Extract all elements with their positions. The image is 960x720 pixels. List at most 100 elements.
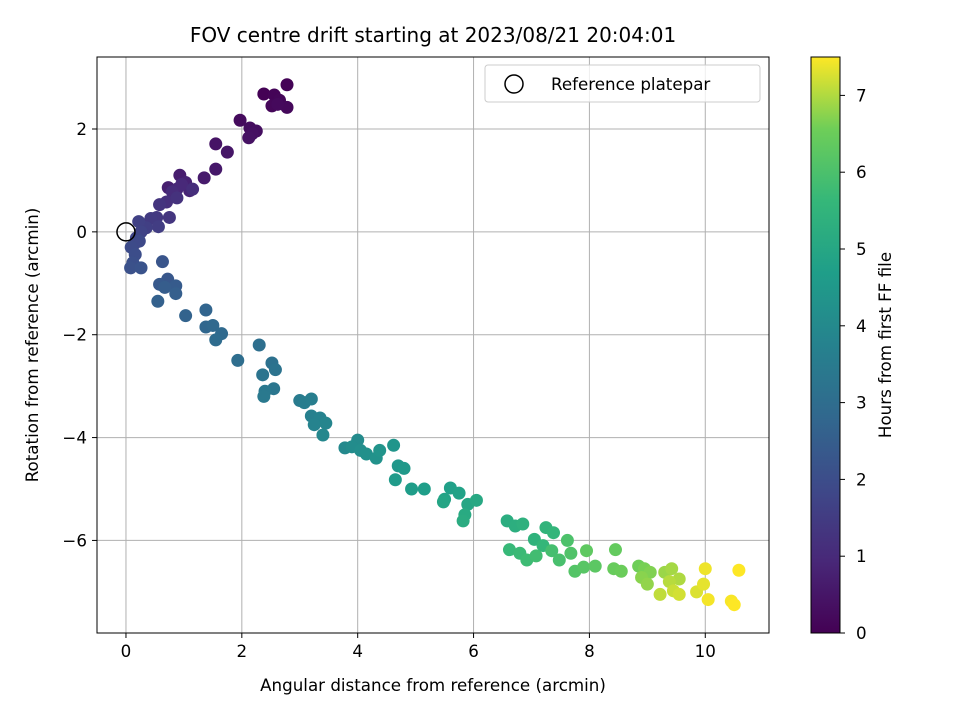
data-point: [271, 97, 285, 111]
data-point: [220, 145, 234, 159]
colorbar: [810, 56, 841, 634]
x-tick-label: 10: [695, 641, 716, 661]
colorbar-tick-label: 6: [856, 162, 867, 182]
y-tick-label: 2: [76, 119, 87, 139]
y-tick-label: −2: [62, 325, 87, 345]
data-point: [516, 517, 530, 531]
y-tick-label: 0: [76, 222, 87, 242]
data-point: [397, 461, 411, 475]
data-point: [405, 482, 419, 496]
data-point: [209, 333, 223, 347]
data-point: [697, 577, 711, 591]
colorbar-tick-label: 0: [856, 623, 867, 643]
data-point: [206, 318, 220, 332]
data-point: [672, 587, 686, 601]
data-point: [169, 287, 183, 301]
x-tick-label: 0: [121, 641, 132, 661]
reference-platepar-marker: [116, 222, 136, 242]
data-point: [387, 438, 401, 452]
data-point: [653, 587, 667, 601]
x-axis-label: Angular distance from reference (arcmin): [260, 675, 606, 695]
data-point: [209, 162, 223, 176]
x-tick-label: 4: [352, 641, 363, 661]
plot-frame: [96, 56, 770, 634]
data-point: [124, 261, 138, 275]
data-point: [672, 572, 686, 586]
data-point: [242, 131, 256, 145]
colorbar-label: Hours from first FF file: [875, 252, 895, 438]
data-point: [577, 560, 591, 574]
data-point: [268, 363, 282, 377]
x-tick-label: 2: [237, 641, 248, 661]
data-point: [197, 171, 211, 185]
x-tick-label: 6: [468, 641, 479, 661]
data-point: [231, 353, 245, 367]
data-point: [545, 544, 559, 558]
data-point: [132, 215, 146, 229]
y-axis-ticks: −6 −4 −2 0 2: [62, 119, 97, 550]
data-point: [319, 416, 333, 430]
data-point: [257, 389, 271, 403]
data-point: [698, 562, 712, 576]
colorbar-ticks: 0 1 2 3 4 5 6 7: [840, 85, 867, 643]
colorbar-tick-label: 1: [856, 546, 867, 566]
data-point: [727, 598, 741, 612]
colorbar-tick-label: 4: [856, 316, 867, 336]
data-point: [316, 428, 330, 442]
data-point: [359, 447, 373, 461]
data-point: [307, 418, 321, 432]
data-point: [588, 559, 602, 573]
chart-title: FOV centre drift starting at 2023/08/21 …: [190, 23, 676, 47]
data-point: [304, 392, 318, 406]
legend: Reference platepar: [484, 64, 761, 103]
legend-box: [484, 64, 761, 103]
data-point: [452, 486, 466, 500]
data-point: [732, 563, 746, 577]
data-point: [665, 562, 679, 576]
data-points: [124, 78, 746, 612]
data-point: [170, 191, 184, 205]
data-point: [155, 255, 169, 269]
data-point: [199, 303, 213, 317]
data-point: [186, 182, 200, 196]
data-point: [564, 546, 578, 560]
data-point: [502, 543, 516, 557]
data-point: [209, 137, 223, 151]
y-tick-label: −4: [62, 428, 87, 448]
data-point: [373, 443, 387, 457]
data-point: [134, 261, 148, 275]
grid: [97, 57, 769, 633]
data-point: [252, 338, 266, 352]
data-point: [151, 294, 165, 308]
data-point: [233, 113, 247, 127]
data-point: [529, 549, 543, 563]
data-point: [640, 577, 654, 591]
data-point: [388, 473, 402, 487]
x-axis-ticks: 0 2 4 6 8 10: [121, 633, 716, 661]
colorbar-tick-label: 7: [856, 85, 867, 105]
data-point: [280, 78, 294, 92]
data-point: [456, 514, 470, 528]
colorbar-tick-label: 3: [856, 393, 867, 413]
colorbar-tick-label: 2: [856, 469, 867, 489]
x-tick-label: 8: [584, 641, 595, 661]
data-point: [417, 482, 431, 496]
data-point: [175, 178, 189, 192]
data-point: [469, 493, 483, 507]
data-point: [257, 87, 271, 101]
data-point: [256, 368, 270, 382]
data-point: [608, 543, 622, 557]
legend-marker-open-circle-icon: [504, 74, 524, 94]
y-tick-label: −6: [62, 530, 87, 550]
data-point: [560, 533, 574, 547]
data-point: [158, 280, 172, 294]
data-point: [436, 495, 450, 509]
data-point: [151, 220, 165, 234]
data-point: [162, 210, 176, 224]
data-point: [580, 544, 594, 558]
legend-label: Reference platepar: [551, 74, 710, 94]
data-point: [546, 526, 560, 540]
colorbar-tick-label: 5: [856, 239, 867, 259]
data-point: [614, 564, 628, 578]
